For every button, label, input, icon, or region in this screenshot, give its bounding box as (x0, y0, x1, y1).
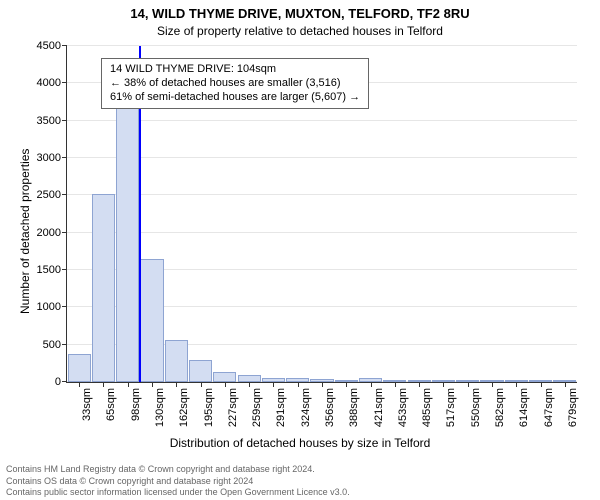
x-tick-mark (322, 382, 323, 387)
histogram-bar (68, 354, 91, 382)
x-tick-label: 614sqm (516, 388, 530, 427)
x-tick-label: 291sqm (273, 388, 287, 427)
x-tick-label: 65sqm (103, 388, 117, 421)
y-tick-label: 3500 (37, 115, 67, 127)
annotation-line: 14 WILD THYME DRIVE: 104sqm (110, 63, 360, 77)
y-tick-label: 2000 (37, 227, 67, 239)
x-tick-label: 517sqm (443, 388, 457, 427)
histogram-bar (92, 194, 115, 382)
gridline (67, 157, 577, 158)
x-tick-mark (346, 382, 347, 387)
x-tick-mark (443, 382, 444, 387)
x-tick-label: 647sqm (541, 388, 555, 427)
x-tick-label: 227sqm (225, 388, 239, 427)
x-tick-label: 259sqm (249, 388, 263, 427)
histogram-bar (213, 372, 236, 382)
x-tick-label: 485sqm (419, 388, 433, 427)
histogram-bar (238, 375, 261, 382)
x-tick-mark (419, 382, 420, 387)
y-tick-label: 1000 (37, 301, 67, 313)
chart-subtitle: Size of property relative to detached ho… (0, 24, 600, 38)
x-tick-label: 679sqm (565, 388, 579, 427)
x-tick-label: 453sqm (395, 388, 409, 427)
footer-line-2: Contains OS data © Crown copyright and d… (6, 476, 350, 487)
x-tick-label: 324sqm (298, 388, 312, 427)
footer-text: Contains HM Land Registry data © Crown c… (0, 464, 350, 498)
gridline (67, 45, 577, 46)
x-tick-label: 582sqm (492, 388, 506, 427)
x-tick-mark (541, 382, 542, 387)
histogram-bar (165, 340, 188, 382)
y-tick-label: 4500 (37, 40, 67, 52)
gridline (67, 232, 577, 233)
x-tick-label: 550sqm (468, 388, 482, 427)
x-tick-label: 195sqm (201, 388, 215, 427)
histogram-bar (116, 97, 139, 382)
x-tick-mark (565, 382, 566, 387)
x-tick-label: 130sqm (152, 388, 166, 427)
x-tick-mark (298, 382, 299, 387)
x-tick-label: 356sqm (322, 388, 336, 427)
chart-title: 14, WILD THYME DRIVE, MUXTON, TELFORD, T… (0, 6, 600, 21)
annotation-line: 61% of semi-detached houses are larger (… (110, 91, 360, 105)
histogram-bar (189, 360, 212, 382)
histogram-bar (140, 259, 163, 382)
x-tick-mark (249, 382, 250, 387)
x-tick-mark (273, 382, 274, 387)
x-tick-mark (468, 382, 469, 387)
gridline (67, 194, 577, 195)
gridline (67, 120, 577, 121)
x-tick-mark (225, 382, 226, 387)
x-tick-mark (176, 382, 177, 387)
y-axis-label: Number of detached properties (18, 149, 32, 314)
x-tick-label: 388sqm (346, 388, 360, 427)
y-tick-label: 4000 (37, 77, 67, 89)
x-tick-mark (103, 382, 104, 387)
x-tick-mark (492, 382, 493, 387)
y-tick-label: 0 (55, 376, 67, 388)
x-tick-mark (371, 382, 372, 387)
annotation-line: ← 38% of detached houses are smaller (3,… (110, 77, 360, 91)
x-tick-mark (152, 382, 153, 387)
y-tick-label: 3000 (37, 152, 67, 164)
footer-line-1: Contains HM Land Registry data © Crown c… (6, 464, 350, 475)
x-tick-mark (79, 382, 80, 387)
x-tick-label: 162sqm (176, 388, 190, 427)
x-tick-label: 33sqm (79, 388, 93, 421)
x-tick-mark (395, 382, 396, 387)
y-tick-label: 500 (43, 339, 67, 351)
y-tick-label: 1500 (37, 264, 67, 276)
footer-line-3: Contains public sector information licen… (6, 487, 350, 498)
y-tick-label: 2500 (37, 189, 67, 201)
x-tick-label: 421sqm (371, 388, 385, 427)
figure: 14, WILD THYME DRIVE, MUXTON, TELFORD, T… (0, 0, 600, 500)
annotation-box: 14 WILD THYME DRIVE: 104sqm← 38% of deta… (101, 58, 369, 109)
x-tick-mark (201, 382, 202, 387)
x-tick-label: 98sqm (128, 388, 142, 421)
x-axis-label: Distribution of detached houses by size … (0, 436, 600, 450)
x-tick-mark (128, 382, 129, 387)
x-tick-mark (516, 382, 517, 387)
